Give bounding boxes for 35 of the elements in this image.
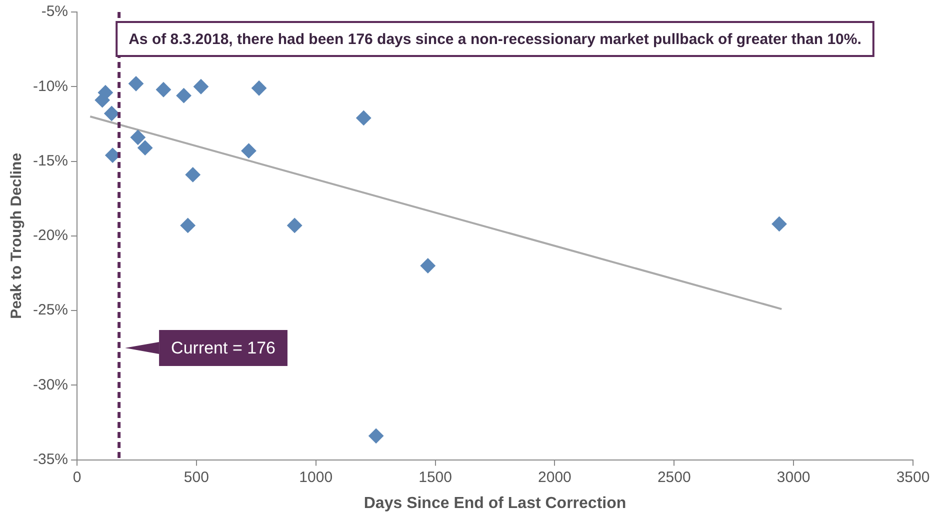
point — [176, 88, 192, 104]
y-tick-label: -20% — [32, 227, 68, 244]
point — [241, 143, 256, 158]
point — [193, 79, 208, 94]
point — [368, 428, 384, 444]
x-tick-label: 2000 — [538, 468, 572, 486]
y-tick-label: -15% — [32, 152, 68, 170]
point — [104, 106, 120, 121]
point — [130, 130, 146, 145]
x-tick-label: 500 — [184, 468, 209, 486]
y-tick-label: -10% — [32, 78, 68, 95]
point — [252, 80, 267, 96]
point — [156, 82, 171, 98]
x-axis-title: Days Since End of Last Correction — [364, 494, 626, 512]
point — [420, 258, 436, 274]
annotation: As of 8.3.2018, there had been 176 days since a non-recessionary market pullback of greater than 10%. — [128, 31, 862, 48]
y-tick-label: -35% — [32, 450, 68, 468]
point — [185, 167, 200, 182]
x-tick-label: 1000 — [299, 468, 333, 486]
y-tick-label: -5% — [41, 3, 68, 20]
y-axis-title: Peak to Trough Decline — [8, 152, 26, 319]
point — [128, 76, 144, 92]
y-tick-label: -30% — [32, 376, 68, 394]
point — [138, 140, 153, 156]
y-tick-label: -25% — [32, 302, 68, 319]
x-tick-label: 2500 — [657, 468, 691, 486]
point — [772, 216, 787, 232]
x-tick-label: 0 — [72, 468, 82, 486]
x-tick-label: 3000 — [776, 468, 810, 486]
ref-line-label: Current = 176 — [171, 338, 276, 358]
point — [287, 218, 302, 233]
x-tick-label: 1500 — [418, 468, 452, 486]
x-tick-label: 3500 — [896, 468, 930, 486]
point — [180, 218, 196, 233]
point — [356, 110, 372, 126]
